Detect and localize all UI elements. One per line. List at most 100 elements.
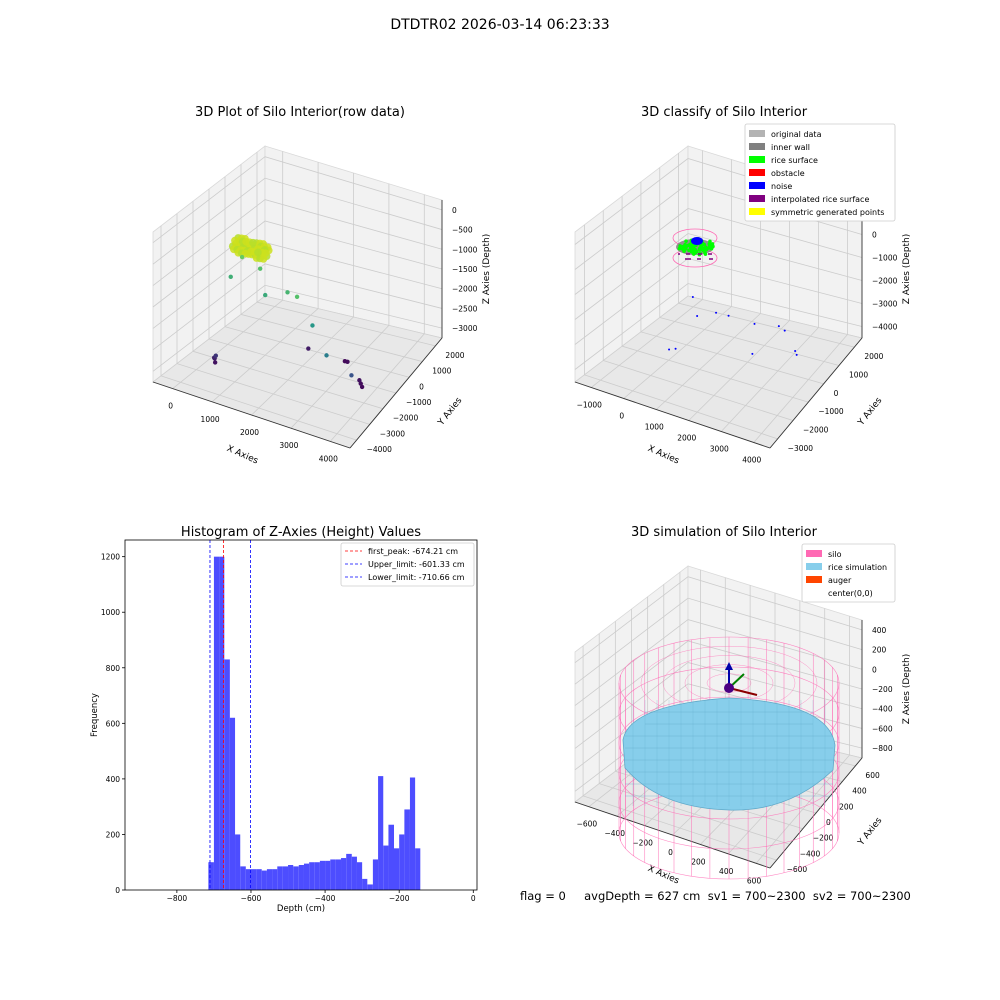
- sim-x-tick-label: 0: [668, 848, 673, 857]
- raw-data-title: 3D Plot of Silo Interior(row data): [195, 105, 405, 120]
- sim-x-tick-label: −200: [632, 839, 653, 848]
- cls-rice-surface-point: [678, 244, 682, 248]
- cls-interpolated-point: [711, 258, 713, 260]
- cls-legend-label: symmetric generated points: [771, 208, 884, 217]
- histogram-legend: [340, 542, 475, 587]
- raw-y-tick-label: 1000: [432, 367, 451, 376]
- cls-legend: [744, 123, 896, 222]
- histogram-y-tick-label: 1000: [101, 608, 120, 617]
- raw-x-tick-label: 2000: [240, 428, 259, 437]
- auger-z-arrowhead: [725, 662, 733, 670]
- raw-cluster-point: [259, 255, 268, 263]
- cls-grid-z: [574, 208, 863, 295]
- sim-legend-swatch: [806, 576, 822, 583]
- cls-grid-x: [688, 177, 790, 421]
- cls-legend-label: inner wall: [771, 143, 810, 152]
- cls-rice-surface-point: [683, 247, 688, 251]
- raw-grid-y: [192, 201, 383, 410]
- raw-grid-x: [329, 194, 425, 442]
- histogram-bar: [409, 777, 416, 890]
- histogram-y-tick-label: 400: [106, 775, 121, 784]
- cls-interpolated-point: [709, 258, 711, 260]
- cls-grid-y: [621, 196, 809, 403]
- raw-x-tick-label: 4000: [319, 454, 338, 463]
- histogram-bar: [250, 869, 257, 890]
- raw-data-point: [359, 384, 365, 390]
- cls-legend-swatch: [749, 156, 765, 163]
- sim-z-tick-label: 200: [872, 646, 887, 655]
- cls-rice-surface-point: [704, 245, 708, 250]
- simulation-title: 3D simulation of Silo Interior: [631, 525, 818, 540]
- raw-z-axis-label: Z Axies (Depth): [482, 234, 492, 305]
- cls-rice-surface-point: [693, 247, 697, 252]
- sim-legend-swatch: [806, 550, 822, 557]
- sim-y-tick-label: 400: [852, 787, 867, 796]
- cls-interpolated-point: [689, 258, 691, 260]
- raw-cluster-point: [231, 236, 239, 245]
- raw-grid-z: [152, 156, 443, 244]
- sim-x-tick-label: 600: [747, 876, 762, 885]
- raw-grid-y: [160, 225, 357, 441]
- sim-legend-label: auger: [828, 576, 852, 585]
- histogram-legend-label: Lower_limit: -710.66 cm: [368, 573, 465, 582]
- histogram-bar: [330, 859, 336, 890]
- raw-cluster-point: [254, 248, 262, 257]
- raw-y-tick-label: 2000: [445, 351, 464, 360]
- cls-y-axis: [769, 337, 863, 449]
- cls-interpolated-point: [688, 253, 690, 255]
- sim-legend: [801, 543, 896, 603]
- histogram-bar: [261, 870, 267, 890]
- histogram-bar: [224, 659, 230, 890]
- cls-legend-swatch: [749, 208, 765, 215]
- histogram-bar: [277, 866, 283, 890]
- raw-data-point: [257, 266, 263, 271]
- raw-z-tick-label: −1500: [452, 265, 478, 274]
- histogram-bar: [415, 848, 421, 890]
- raw-z-tick-label: −500: [452, 226, 473, 235]
- sim-x-tick-label: 200: [691, 857, 706, 866]
- sim-y-tick-label: −600: [787, 865, 808, 874]
- histogram-legend-label: first_peak: -674.21 cm: [368, 547, 458, 556]
- raw-data-point: [239, 254, 245, 260]
- cls-y-tick-label: 2000: [864, 352, 883, 361]
- cls-grid-x: [753, 195, 848, 443]
- histogram-frame: [124, 539, 478, 891]
- histogram-y-tick-label: 1200: [101, 553, 120, 562]
- cls-noise-point: [727, 314, 730, 317]
- sim-x-axis-label: X Axies: [646, 864, 681, 887]
- histogram-bar: [351, 856, 357, 890]
- sim-z-axis-label: Z Axies (Depth): [902, 654, 912, 725]
- cls-rice-surface-point: [677, 246, 682, 251]
- histogram-bar: [383, 845, 389, 890]
- cls-legend-swatch: [749, 169, 765, 176]
- cls-legend-swatch: [749, 182, 765, 189]
- histogram-bar: [235, 834, 241, 890]
- cls-noise-blob: [691, 237, 703, 245]
- histogram-bar: [208, 862, 214, 890]
- sim-grid-y: [582, 645, 777, 861]
- histogram-x-tick-label: −800: [167, 894, 188, 903]
- cls-interpolated-point: [687, 258, 689, 260]
- raw-grid-y: [208, 189, 397, 394]
- raw-cluster-point: [249, 238, 257, 247]
- cls-y-axis-label: Y Axies: [856, 396, 885, 429]
- cls-grid-y: [584, 224, 778, 440]
- sim-y-tick-label: 600: [865, 771, 880, 780]
- histogram-legend-label: Upper_limit: -601.33 cm: [368, 560, 465, 569]
- cls-z-tick-label: 0: [872, 231, 877, 240]
- cls-legend-swatch: [749, 195, 765, 202]
- histogram-bar: [404, 809, 410, 890]
- histogram-bar: [372, 859, 379, 890]
- sim-y-axis: [769, 757, 863, 869]
- cls-z-axis-label: Z Axies (Depth): [902, 234, 912, 305]
- cls-noise-point: [794, 350, 797, 353]
- histogram-bar: [325, 860, 331, 890]
- sim-x-axis: [574, 801, 771, 869]
- histogram-x-axis-label: Depth (cm): [277, 904, 325, 914]
- cls-x-tick-label: −1000: [577, 401, 603, 410]
- cls-interpolated-point: [710, 253, 712, 255]
- histogram-bar: [388, 824, 395, 890]
- cls-x-axis-label: X Axies: [646, 444, 681, 467]
- raw-z-tick-label: −2500: [452, 304, 478, 313]
- raw-y-tick-label: −3000: [380, 429, 406, 438]
